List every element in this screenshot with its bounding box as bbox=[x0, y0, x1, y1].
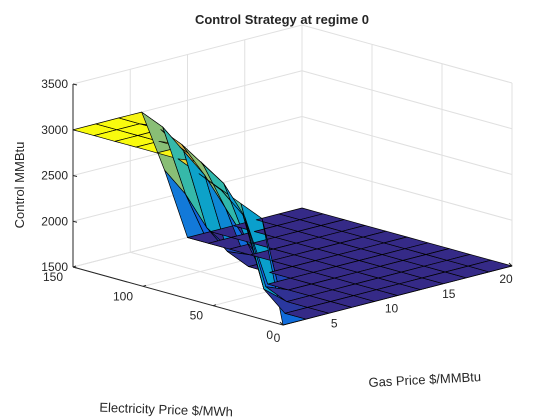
z-tick-label: 3000 bbox=[41, 123, 68, 137]
y-tick-label: 150 bbox=[43, 270, 63, 284]
chart-title: Control Strategy at regime 0 bbox=[195, 12, 369, 27]
z-axis-label: Control MMBtu bbox=[12, 142, 27, 229]
z-tick-mark bbox=[72, 83, 78, 86]
x-tick-label: 0 bbox=[274, 331, 281, 345]
x-axis-label: Gas Price $/MMBtu bbox=[368, 369, 481, 390]
y-tick-label: 50 bbox=[190, 309, 204, 323]
z-tick-mark bbox=[72, 220, 78, 223]
back-wall-grid-z bbox=[72, 24, 303, 85]
x-tick-label: 10 bbox=[385, 302, 399, 316]
surface-facets bbox=[72, 111, 513, 326]
side-wall-grid-z bbox=[301, 161, 513, 221]
y-tick-mark bbox=[142, 284, 147, 287]
z-tick-label: 2000 bbox=[41, 214, 68, 228]
surface-facet bbox=[467, 259, 513, 273]
x-tick-mark bbox=[279, 321, 284, 326]
x-tick-label: 5 bbox=[331, 316, 338, 330]
z-tick-mark bbox=[72, 175, 78, 177]
y-tick-label: 100 bbox=[113, 289, 133, 303]
z-tick-mark bbox=[72, 266, 78, 269]
side-wall-grid-z bbox=[301, 70, 513, 130]
z-tick-label: 3500 bbox=[41, 77, 68, 91]
x-tick-label: 15 bbox=[442, 287, 456, 301]
y-tick-label: 0 bbox=[266, 328, 273, 342]
y-tick-mark bbox=[212, 304, 217, 307]
back-wall-grid-z bbox=[72, 116, 303, 176]
side-wall-grid-z bbox=[301, 116, 513, 175]
y-axis-line bbox=[72, 266, 284, 326]
z-tick-label: 2500 bbox=[41, 169, 68, 183]
side-wall-grid-z bbox=[301, 24, 513, 84]
y-axis-label: Electricity Price $/MWh bbox=[99, 400, 233, 420]
x-tick-label: 20 bbox=[499, 272, 513, 286]
z-tick-label: 1500 bbox=[41, 260, 68, 274]
